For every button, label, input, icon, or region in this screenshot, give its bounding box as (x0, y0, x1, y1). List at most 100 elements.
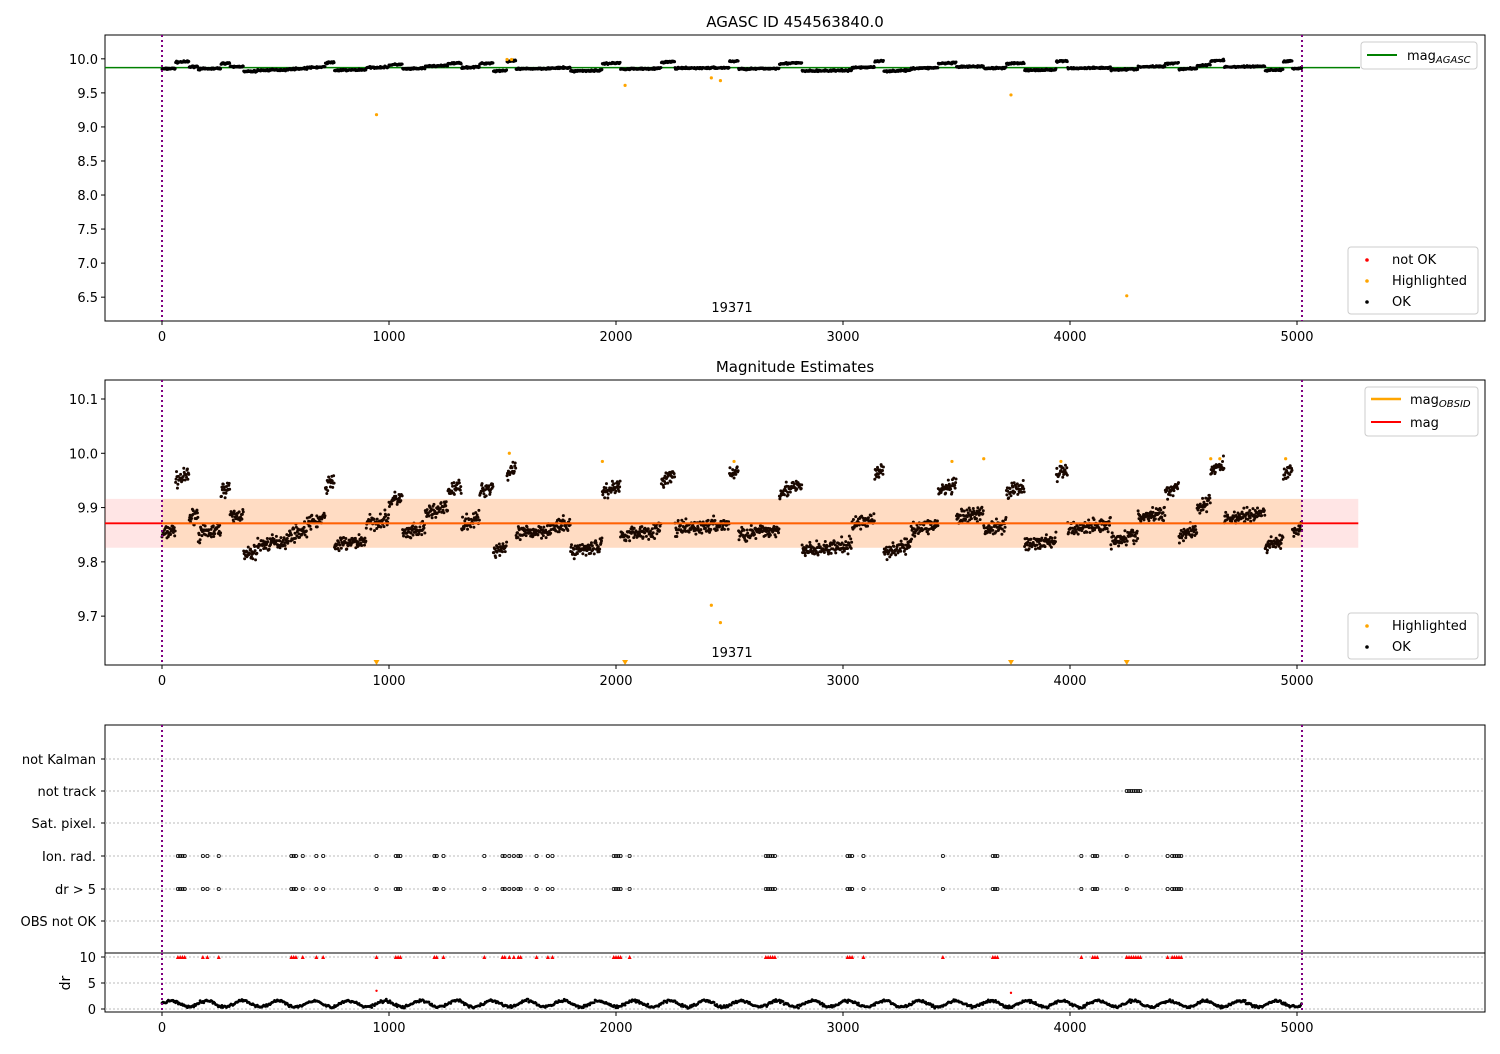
ok-point (618, 485, 621, 488)
ok-point (275, 535, 278, 538)
ok-point (501, 550, 504, 553)
ok-point (1054, 67, 1057, 70)
ok-point (666, 482, 669, 485)
ok-point (848, 535, 851, 538)
ok-point (187, 473, 190, 476)
ok-point (826, 545, 829, 548)
ok-point (647, 538, 650, 541)
ok-point (325, 492, 328, 495)
ok-point (1291, 59, 1294, 62)
ok-point (268, 548, 271, 551)
ok-point (422, 527, 425, 530)
ok-point (383, 509, 386, 512)
ok-point (1023, 490, 1026, 493)
ok-point (1169, 493, 1172, 496)
ok-point (844, 540, 847, 543)
ok-point (266, 540, 269, 543)
ok-point (1172, 494, 1175, 497)
ok-point (1209, 64, 1212, 67)
ok-point (1151, 506, 1154, 509)
ok-point (1159, 508, 1162, 511)
ok-point (891, 541, 894, 544)
ok-point (451, 485, 454, 488)
ok-point (873, 519, 876, 522)
ok-point (1195, 67, 1198, 70)
ok-point (959, 514, 962, 517)
ok-point (536, 533, 539, 536)
panel2-xtick-label: 0 (158, 674, 166, 689)
ok-point (459, 489, 462, 492)
ok-point (540, 537, 543, 540)
ok-point (549, 532, 552, 535)
ok-point (489, 491, 492, 494)
ok-point (1163, 514, 1166, 517)
ok-point (824, 540, 827, 543)
ok-point (363, 544, 366, 547)
ok-point (881, 469, 884, 472)
ok-point (365, 527, 368, 530)
ok-point (949, 488, 952, 491)
ok-point (774, 535, 777, 538)
panel2-xtick-label: 1000 (372, 674, 405, 689)
ok-point (787, 494, 790, 497)
ok-point (1009, 487, 1012, 490)
ok-point (345, 547, 348, 550)
ok-point (738, 538, 741, 541)
ok-point (954, 487, 957, 490)
ok-point (310, 514, 313, 517)
ok-point (716, 528, 719, 531)
ok-point (562, 529, 565, 532)
highlighted-point (1009, 93, 1012, 96)
ok-point (519, 538, 522, 541)
ok-point (598, 548, 601, 551)
ok-point (1242, 507, 1245, 510)
ok-point (1120, 541, 1123, 544)
ok-point (688, 531, 691, 534)
ok-point (254, 558, 257, 561)
ok-point (504, 550, 507, 553)
panel1-axes-frame (105, 35, 1485, 321)
ok-point (1087, 518, 1090, 521)
ok-point (1054, 531, 1057, 534)
ok-point (387, 513, 390, 516)
ok-point (210, 528, 213, 531)
panel1-ytick-label: 7.5 (77, 223, 98, 238)
ok-point (568, 518, 571, 521)
ok-point (461, 516, 464, 519)
ok-point (444, 504, 447, 507)
panel2-ytick-label: 9.7 (77, 610, 98, 625)
ok-point (728, 466, 731, 469)
ok-point (1214, 471, 1217, 474)
ok-point (1054, 536, 1057, 539)
ok-point (679, 524, 682, 527)
ok-point (873, 478, 876, 481)
ok-point (373, 529, 376, 532)
ok-point (1000, 533, 1003, 536)
ok-point (753, 533, 756, 536)
ok-point (673, 472, 676, 475)
ok-point (1143, 518, 1146, 521)
ok-point (233, 510, 236, 513)
ok-point (1208, 494, 1211, 497)
ok-point (542, 526, 545, 529)
ok-point (954, 481, 957, 484)
ok-point (647, 527, 650, 530)
ok-point (619, 480, 622, 483)
ok-point (228, 482, 231, 485)
ok-point (737, 469, 740, 472)
ok-point (516, 531, 519, 534)
ok-point (1003, 530, 1006, 533)
ok-point (789, 491, 792, 494)
ok-point (514, 59, 517, 62)
ok-point (478, 519, 481, 522)
ok-point (338, 544, 341, 547)
ok-point (514, 467, 517, 470)
ok-point (684, 517, 687, 520)
highlighted-point (375, 113, 378, 116)
ok-point (1055, 467, 1058, 470)
ok-point (640, 525, 643, 528)
ok-point (746, 532, 749, 535)
ok-point (516, 536, 519, 539)
ok-point (505, 541, 508, 544)
